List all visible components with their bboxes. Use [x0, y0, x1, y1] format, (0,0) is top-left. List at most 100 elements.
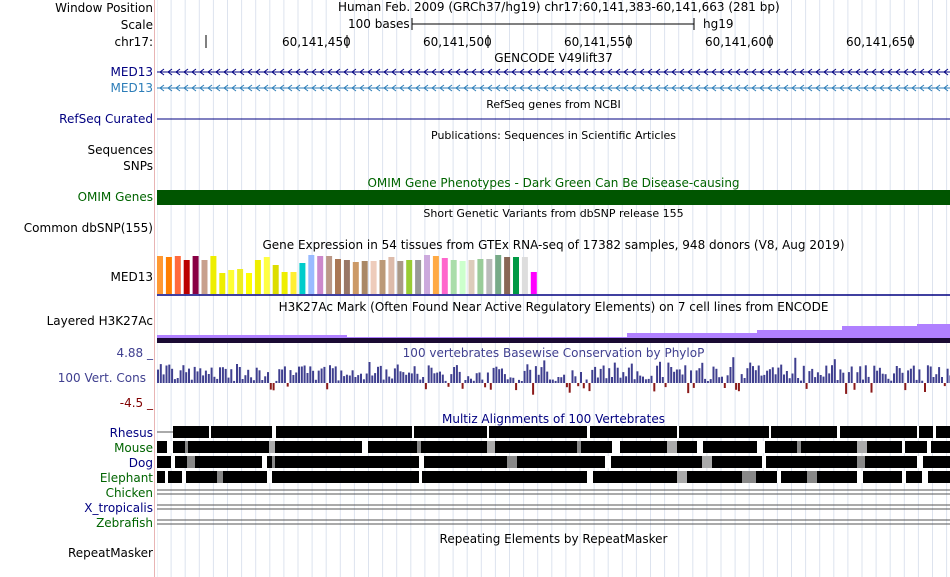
strand-arrow: [583, 68, 589, 76]
strand-arrow: [287, 84, 293, 92]
phylop-negative-bar: [424, 383, 427, 390]
refseq-track-label[interactable]: RefSeq Curated: [59, 112, 153, 126]
publications-track-title: Publications: Sequences in Scientific Ar…: [431, 129, 676, 142]
strand-arrow: [623, 84, 629, 92]
strand-arrow: [663, 84, 669, 92]
strand-arrow: [471, 84, 477, 92]
strand-arrow: [359, 68, 365, 76]
phylop-positive-bar: [396, 364, 399, 383]
strand-arrow: [263, 68, 269, 76]
strand-arrow: [535, 68, 541, 76]
phylop-positive-bar: [878, 367, 881, 383]
coord-tick-label: 60,141,550: [564, 35, 633, 49]
strand-arrow: [647, 68, 653, 76]
h3k27ac-track-label[interactable]: Layered H3K27Ac: [46, 314, 153, 328]
strand-arrow: [935, 84, 941, 92]
phylop-positive-bar: [842, 372, 845, 383]
strand-arrow: [575, 68, 581, 76]
alignment-block: [173, 426, 950, 438]
phylop-positive-bar: [289, 370, 292, 383]
conservation-track-label[interactable]: 100 Vert. Cons: [57, 371, 146, 385]
phylop-positive-bar: [876, 370, 879, 383]
phylop-positive-bar: [455, 365, 458, 383]
strand-arrow: [735, 68, 741, 76]
phylop-negative-bar: [687, 383, 690, 394]
phylop-positive-bar: [644, 379, 647, 383]
strand-arrow: [567, 84, 573, 92]
phylop-positive-bar: [706, 381, 709, 383]
strand-arrow: [623, 68, 629, 76]
strand-arrow: [823, 84, 829, 92]
gtex-track-label[interactable]: MED13: [110, 270, 153, 284]
publications-label-snps[interactable]: SNPs: [123, 159, 153, 173]
species-label-elephant[interactable]: Elephant: [99, 471, 153, 485]
phylop-positive-bar: [314, 379, 317, 383]
phylop-positive-bar: [580, 372, 582, 383]
phylop-positive-bar: [481, 379, 484, 383]
strand-arrow: [311, 84, 317, 92]
species-label-x-tropicalis[interactable]: X_tropicalis: [84, 501, 153, 515]
gtex-tissue-bar: [183, 260, 190, 294]
alignment-gap: [807, 471, 817, 483]
strand-arrow: [455, 84, 461, 92]
strand-arrow: [711, 84, 717, 92]
phylop-positive-bar: [224, 368, 227, 383]
coord-tick-label: 60,141,500: [423, 35, 492, 49]
gtex-tissue-bar: [424, 255, 430, 294]
phylop-positive-bar: [501, 368, 503, 383]
species-label-rhesus[interactable]: Rhesus: [109, 426, 153, 440]
strand-arrow: [919, 68, 925, 76]
alignment-gap: [587, 426, 590, 438]
species-label-zebrafish[interactable]: Zebrafish: [96, 516, 153, 530]
phylop-positive-bar: [862, 379, 864, 383]
phylop-positive-bar: [729, 367, 732, 383]
phylop-positive-bar: [678, 369, 681, 383]
species-label-chicken[interactable]: Chicken: [105, 486, 153, 500]
strand-arrow: [831, 84, 837, 92]
phylop-positive-bar: [800, 380, 802, 383]
gtex-tissue-bar: [201, 260, 208, 294]
phylop-positive-bar: [675, 369, 678, 383]
repeatmasker-track-label[interactable]: RepeatMasker: [67, 546, 153, 560]
gencode-item-label[interactable]: MED13: [110, 81, 153, 95]
omim-track-label[interactable]: OMIM Genes: [77, 190, 153, 204]
phylop-positive-bar: [512, 377, 515, 383]
phylop-positive-bar: [534, 366, 537, 383]
phylop-positive-bar: [267, 372, 269, 383]
strand-arrow: [511, 84, 517, 92]
strand-arrow: [751, 68, 757, 76]
gencode-item-label[interactable]: MED13: [110, 65, 153, 79]
phylop-negative-bar: [532, 383, 535, 395]
strand-arrow: [311, 68, 317, 76]
strand-arrow: [535, 84, 541, 92]
strand-arrow: [551, 68, 557, 76]
phylop-positive-bar: [503, 374, 506, 383]
phylop-positive-bar: [250, 377, 253, 383]
species-label-mouse[interactable]: Mouse: [114, 441, 153, 455]
gtex-tissue-bar: [361, 261, 368, 294]
browser-track-area[interactable]: [157, 0, 950, 577]
phylop-positive-bar: [768, 369, 771, 383]
phylop-positive-bar: [760, 375, 763, 383]
phylop-positive-bar: [791, 373, 794, 383]
dbsnp-track-label[interactable]: Common dbSNP(155): [23, 221, 153, 235]
strand-arrow: [655, 68, 661, 76]
strand-arrow: [783, 84, 789, 92]
phylop-positive-bar: [571, 370, 574, 383]
strand-arrow: [463, 84, 469, 92]
strand-arrow: [639, 68, 645, 76]
phylop-negative-bar: [664, 383, 667, 388]
strand-arrow: [527, 84, 533, 92]
phylop-positive-bar: [825, 365, 828, 383]
alignment-gap: [857, 456, 865, 468]
phylop-positive-bar: [596, 377, 599, 383]
phylop-positive-bar: [518, 379, 520, 383]
strand-arrow: [775, 84, 781, 92]
species-label-dog[interactable]: Dog: [128, 456, 153, 470]
strand-arrow: [799, 84, 805, 92]
phylop-positive-bar: [814, 377, 817, 383]
publications-label-sequences[interactable]: Sequences: [87, 143, 153, 157]
phylop-positive-bar: [159, 364, 162, 383]
strand-arrow: [159, 68, 165, 76]
phylop-positive-bar: [385, 369, 388, 383]
